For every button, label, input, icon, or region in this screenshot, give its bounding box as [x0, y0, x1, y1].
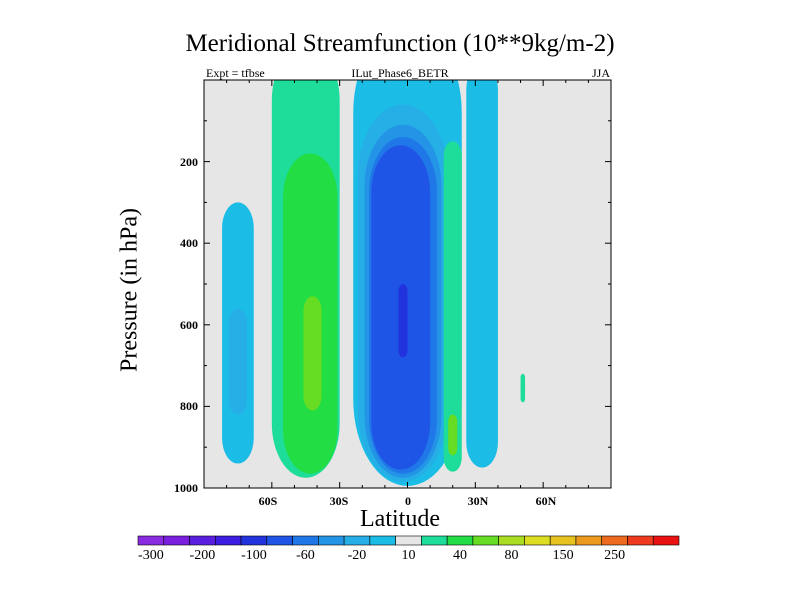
- colorbar-label: -60: [296, 548, 315, 563]
- x-axis-label: Latitude: [360, 506, 440, 532]
- y-tick-label: 800: [180, 399, 198, 413]
- north-tropical-cell-core: [448, 414, 458, 456]
- colorbar-label: 250: [604, 548, 626, 563]
- y-tick-label: 600: [180, 318, 198, 332]
- colorbar-swatch: [369, 535, 396, 546]
- season-label: JJA: [592, 66, 611, 80]
- colorbar-swatch: [343, 535, 371, 546]
- x-tick-label: 30N: [467, 494, 489, 508]
- chart-title: Meridional Streamfunction (10**9kg/m-2): [185, 30, 615, 57]
- colorbar-swatch: [214, 535, 242, 546]
- colorbar-label: 80: [504, 548, 519, 563]
- colorbar-label: 150: [552, 548, 574, 563]
- colorbar-label: 10: [401, 548, 416, 563]
- colorbar-swatch: [549, 535, 577, 546]
- colorbar-swatch: [601, 535, 628, 546]
- colorbar-swatch: [163, 535, 190, 546]
- colorbar-label: -20: [347, 548, 367, 563]
- y-tick-label: 1000: [174, 481, 198, 495]
- hadley-cell-core: [398, 284, 408, 358]
- colorbar-label: -200: [189, 548, 216, 563]
- colorbar-swatch: [472, 535, 499, 546]
- x-tick-label: 0: [405, 494, 411, 508]
- colorbar-swatch: [446, 535, 474, 546]
- y-tick-label: 400: [180, 236, 198, 250]
- south-ferrel-cell-core: [303, 296, 322, 411]
- colorbar-label: -100: [241, 548, 267, 563]
- colorbar-swatch: [318, 535, 345, 546]
- colorbar-swatch: [137, 535, 165, 546]
- experiment-label: Expt = tfbse: [206, 66, 265, 80]
- colorbar-swatch: [498, 535, 525, 546]
- colorbar-swatch: [240, 535, 268, 546]
- colorbar-swatch: [627, 535, 654, 546]
- north-tropical-cell: [443, 141, 462, 472]
- y-tick-label: 200: [180, 155, 198, 169]
- x-tick-label: 60N: [535, 494, 557, 508]
- north-subtropical-cell: [466, 80, 498, 468]
- colorbar-swatch: [421, 535, 448, 546]
- colorbar-swatch: [652, 535, 680, 546]
- colorbar-swatch: [266, 535, 293, 546]
- colorbar-swatch: [292, 535, 319, 546]
- north-ferrel-cell: [520, 373, 526, 403]
- colorbar-label: 40: [453, 548, 468, 563]
- south-polar-cell-core: [228, 308, 247, 415]
- x-tick-label: 60S: [258, 494, 278, 508]
- colorbar-swatch: [524, 535, 551, 546]
- colorbar-label: -300: [138, 548, 164, 563]
- x-tick-label: 30S: [329, 494, 349, 508]
- colorbar-swatch: [395, 535, 422, 546]
- case-label: ILut_Phase6_BETR: [351, 66, 449, 80]
- colorbar-swatch: [575, 535, 603, 546]
- colorbar-swatch: [189, 535, 216, 546]
